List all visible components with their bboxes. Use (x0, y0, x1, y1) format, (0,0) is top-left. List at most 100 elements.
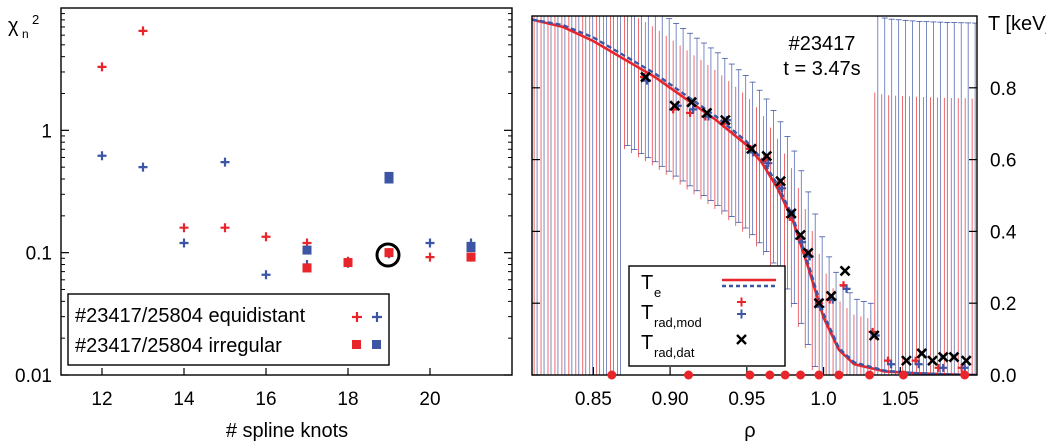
left-y-tick-label: 0.1 (26, 244, 52, 265)
left-point-red-square (302, 263, 312, 273)
right-y-tick-label: 0.4 (990, 222, 1017, 243)
right-x-tick-label: 0.90 (652, 389, 689, 410)
right-plot: 0.85 0.90 0.95 1.0 1.05 0.0 0.2 0.4 0.6 0.8 T [ke… (531, 13, 1046, 442)
left-point-blue-square (384, 171, 394, 181)
rad-mod-blue-point (764, 159, 773, 168)
right-x-tick-label: 1.0 (810, 389, 836, 410)
legend-te-main: T (641, 272, 653, 294)
legend-radmod-main: T (641, 302, 653, 324)
legend-raddat-main: T (641, 332, 653, 354)
right-x-axis-label: ρ (744, 420, 755, 442)
left-legend-box (67, 293, 390, 366)
left-y-tick-label: 1 (41, 121, 52, 142)
rad-dat-point (813, 297, 825, 309)
right-legend: T e T rad,mod T rad,dat (628, 265, 786, 367)
left-point-red-square (384, 248, 394, 258)
legend-raddat-sub: rad,dat (654, 345, 695, 360)
rad-dat-point (937, 351, 949, 363)
rad-mod-blue-point (960, 363, 969, 372)
rad-dat-point (761, 150, 773, 162)
left-y-label-sub: n (22, 27, 29, 41)
left-x-tick-label: 12 (91, 389, 112, 410)
spline-knot-marker (796, 370, 806, 380)
te-curves (532, 18, 977, 375)
spline-knot-marker (865, 370, 875, 380)
te-curve-blue (532, 18, 977, 375)
left-point-blue-plus (261, 270, 271, 280)
rad-mod-blue-point (887, 360, 896, 369)
spline-knot-marker (765, 370, 775, 380)
rad-dat-point (916, 348, 928, 359)
left-y-axis-label: χ n 2 (8, 12, 39, 41)
legend-radmod-blue-plus (737, 309, 746, 319)
left-point-red-square (343, 258, 353, 268)
legend-raddat-cross (736, 334, 747, 345)
legend-blue-plus (372, 312, 382, 322)
legend-te-sub: e (654, 285, 661, 300)
rad-dat-point (825, 290, 837, 302)
left-point-red-square (466, 252, 476, 262)
left-point-blue-square (302, 245, 312, 255)
rad-dat-point (686, 96, 698, 108)
rad-mod-blue-point (914, 360, 923, 369)
left-data-points (97, 26, 476, 280)
rad-dat-point (746, 143, 757, 155)
right-legend-box (628, 265, 786, 367)
left-point-blue-square (466, 243, 476, 253)
rad-dat-point (785, 208, 797, 219)
left-legend-label-irregular: #23417/25804 irregular (75, 335, 282, 357)
rad-dat-point (868, 330, 880, 341)
rad-dat-point (948, 351, 960, 363)
right-y-tick-label: 0.0 (990, 366, 1016, 387)
rad-dat-point (701, 107, 713, 119)
legend-radmod-sub: rad,mod (654, 315, 702, 330)
rad-dat-point (900, 355, 912, 367)
rad-mod-blue-point (939, 363, 948, 372)
right-y-tick-label: 0.8 (990, 79, 1016, 100)
right-x-tick-label: 0.85 (575, 389, 612, 410)
right-subtitle: t = 3.47s (783, 58, 860, 80)
spline-knot-marker (684, 370, 694, 380)
spline-knot-marker (814, 370, 824, 380)
right-y-tick-label: 0.2 (990, 294, 1016, 315)
rad-mod-blue-point (689, 105, 698, 114)
legend-red-square (352, 340, 361, 349)
right-y-axis-label: T [keV] (988, 13, 1046, 35)
left-point-blue-plus (220, 157, 230, 167)
spline-knot-marker (834, 370, 844, 380)
rad-dat-point (960, 355, 972, 367)
right-x-tick-label: 0.95 (728, 389, 765, 410)
left-plot-frame (60, 7, 513, 376)
spline-knot-marker (745, 370, 755, 380)
right-plot-frame (531, 15, 978, 376)
left-point-red-plus (220, 223, 230, 233)
left-point-red-plus (425, 252, 435, 262)
left-axis-ticks: 12 14 16 18 20 0.01 0.1 1 (15, 13, 512, 410)
right-x-tick-label: 1.05 (882, 389, 919, 410)
left-y-label-sup: 2 (32, 12, 39, 27)
left-y-tick-label: 0.01 (15, 366, 52, 387)
left-x-tick-label: 16 (255, 389, 276, 410)
left-x-tick-label: 14 (173, 389, 195, 410)
right-title: #23417 (789, 33, 856, 55)
rad-dat-point (795, 229, 806, 241)
right-y-tick-label: 0.6 (990, 151, 1016, 172)
legend-red-plus (352, 312, 362, 322)
legend-radmod-red-plus (737, 297, 746, 307)
spline-knot-markers (607, 370, 970, 380)
left-legend: #23417/25804 equidistant #23417/25804 ir… (67, 293, 390, 366)
rad-mod-blue-point (778, 184, 787, 193)
left-y-label-main: χ (8, 15, 19, 37)
left-point-red-plus (138, 26, 148, 36)
left-point-blue-plus (425, 238, 435, 248)
rad-dat-point (927, 355, 938, 367)
spline-knot-marker (780, 370, 790, 380)
left-x-tick-label: 18 (337, 389, 358, 410)
legend-blue-square (372, 340, 381, 349)
spline-knot-marker (898, 370, 908, 380)
left-x-tick-label: 20 (419, 389, 440, 410)
left-point-red-plus (261, 232, 271, 242)
rad-dat-point (640, 71, 651, 83)
rad-mod-blue-point (798, 238, 807, 247)
